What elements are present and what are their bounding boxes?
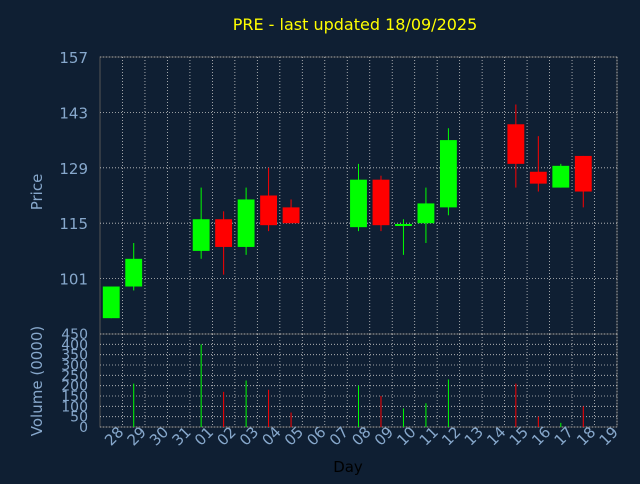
volume-tick-label: 400 <box>61 337 88 353</box>
volume-tick-label: 450 <box>61 327 88 343</box>
price-tick-label: 115 <box>59 215 88 233</box>
candle-body <box>372 179 390 226</box>
candle-body <box>125 258 143 287</box>
candle-body <box>192 219 210 251</box>
candle-body <box>350 179 367 228</box>
volume-tick-label: 350 <box>61 348 88 364</box>
price-panel: 101 115 129 143 157 <box>59 49 618 335</box>
volume-tick-label: 200 <box>61 379 88 395</box>
x-axis: 2829303101020304050607080910111213141516… <box>101 423 622 449</box>
candle-body <box>395 223 412 226</box>
candle-body <box>237 199 255 247</box>
candle-body <box>507 124 525 164</box>
chart-title: PRE - last updated 18/09/2025 <box>233 15 478 34</box>
candle-body <box>417 203 435 224</box>
price-tick-label: 157 <box>59 49 88 67</box>
price-tick-label: 101 <box>59 271 88 289</box>
x-axis-label: Day <box>333 458 363 476</box>
candle-body <box>574 155 592 192</box>
candle-body <box>102 286 120 319</box>
volume-tick-label: 300 <box>61 358 88 374</box>
candle-body <box>260 195 278 226</box>
candle-body <box>529 171 547 184</box>
price-tick-label: 143 <box>59 104 88 122</box>
price-axis-label: Price <box>28 174 46 211</box>
volume-tick-label: 50 <box>70 410 88 426</box>
volume-axis-label: Volume (0000) <box>28 326 46 436</box>
candle-body <box>215 219 233 247</box>
volume-tick-label: 250 <box>61 368 88 384</box>
candle-body <box>439 140 457 208</box>
volume-tick-label: 150 <box>61 389 88 405</box>
candle-body <box>282 207 300 224</box>
volume-tick-label: 0 <box>79 420 88 436</box>
candle-body <box>552 165 570 188</box>
price-tick-label: 129 <box>59 160 88 178</box>
volume-tick-label: 100 <box>61 399 88 415</box>
